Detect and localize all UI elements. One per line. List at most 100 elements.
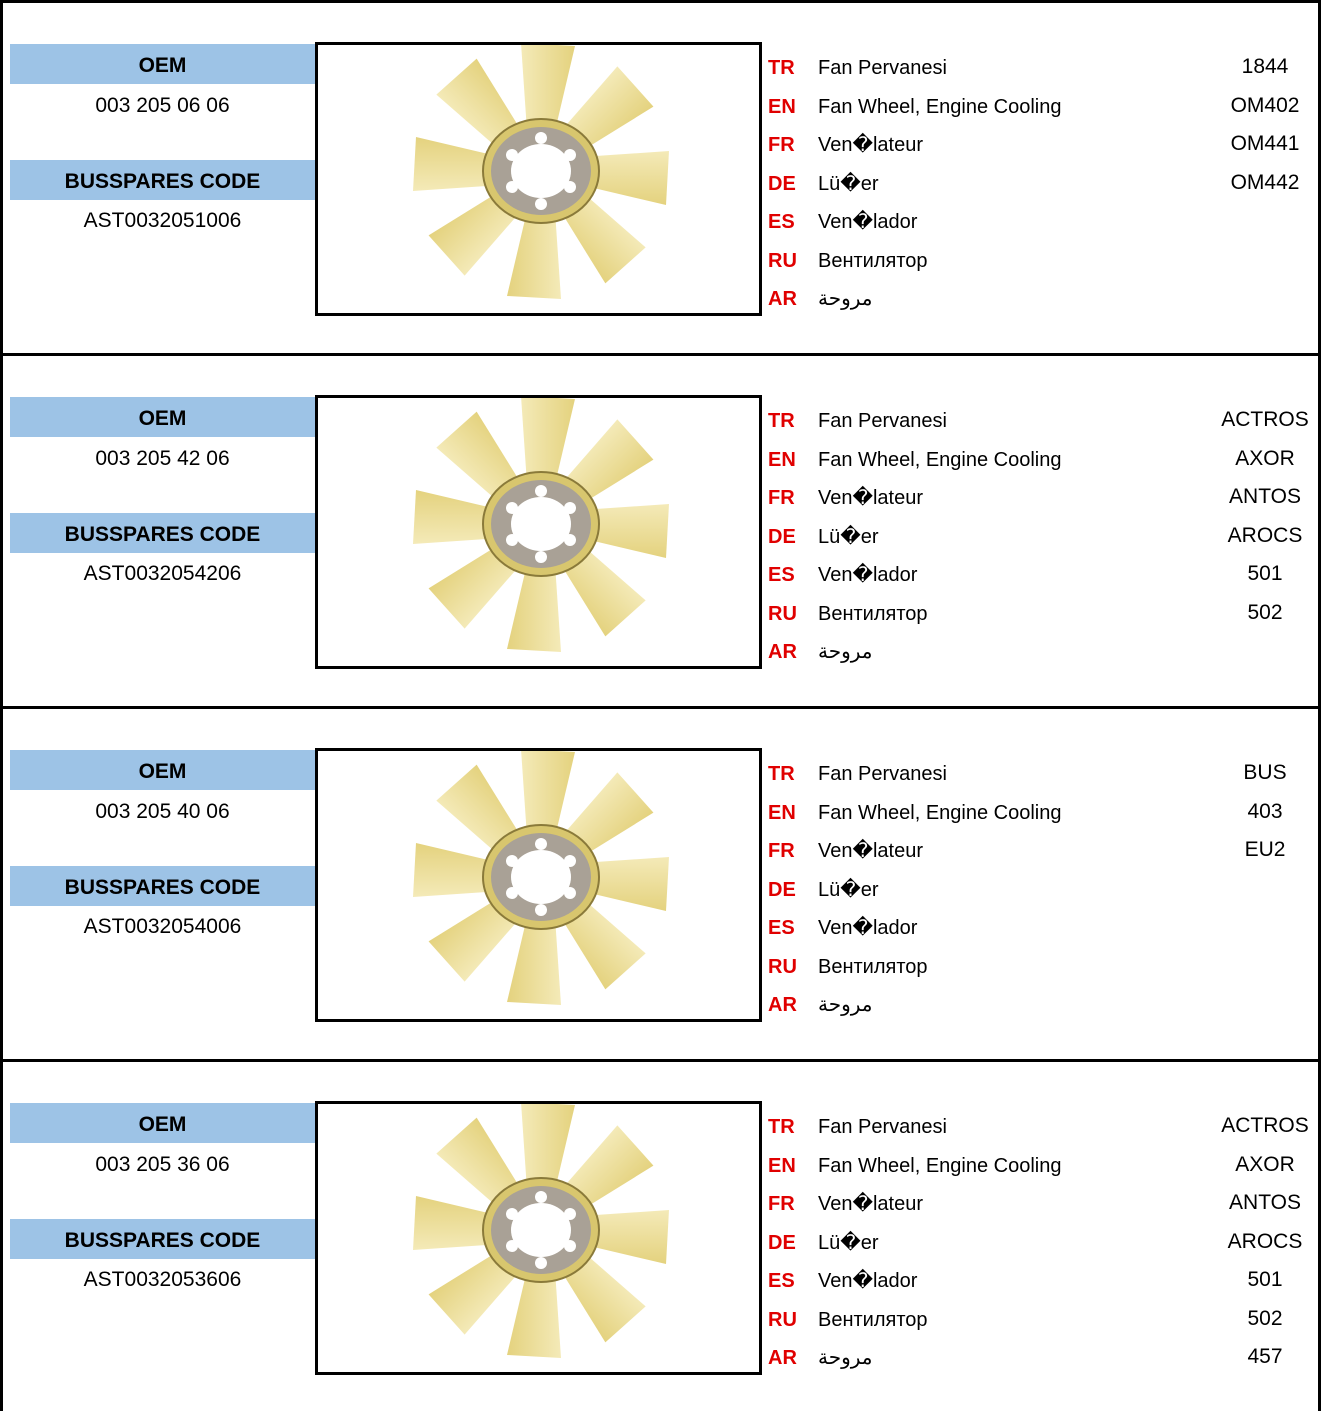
oem-number: 003 205 36 06 xyxy=(95,1153,230,1176)
model: OM441 xyxy=(1230,132,1300,155)
language-code: AR xyxy=(768,288,797,310)
label-bar xyxy=(10,750,315,790)
model: 457 xyxy=(1247,1345,1283,1368)
model: ACTROS xyxy=(1221,1114,1309,1137)
separator xyxy=(0,1059,1321,1062)
language-code: ES xyxy=(768,1270,795,1292)
language-code: RU xyxy=(768,955,797,978)
label-bar xyxy=(10,44,315,84)
model: ANTOS xyxy=(1229,485,1301,508)
language-code: DE xyxy=(768,878,796,901)
label-bar xyxy=(10,513,315,553)
oem-label: OEM xyxy=(138,54,187,77)
code-number: AST0032051006 xyxy=(83,209,242,232)
language-code: FR xyxy=(768,134,795,156)
oem-number: 003 205 40 06 xyxy=(95,800,230,823)
code-label: BUSSPARES CODE xyxy=(64,876,261,899)
product-image xyxy=(315,748,762,1022)
model: 502 xyxy=(1247,600,1283,624)
language-code: EN xyxy=(768,801,796,824)
language-name: Fan Wheel, Engine Cooling xyxy=(818,1154,1062,1177)
model: BUS xyxy=(1243,761,1287,784)
language-code: RU xyxy=(768,249,797,272)
language-name: Fan Pervanesi xyxy=(818,410,947,432)
fan-image xyxy=(412,42,670,300)
language-name: Вентилятор xyxy=(818,1308,928,1331)
language-name: مروحة xyxy=(818,641,873,663)
language-name: Ven�lateur xyxy=(818,840,924,862)
separator xyxy=(0,706,1321,709)
label-bar xyxy=(10,397,315,437)
language-name: Ven�lador xyxy=(818,564,918,586)
model: ANTOS xyxy=(1229,1191,1301,1214)
separator xyxy=(0,353,1321,356)
fan-image xyxy=(412,1101,670,1359)
language-name: Fan Pervanesi xyxy=(818,57,947,79)
product-image xyxy=(315,1101,762,1375)
language-name: Ven�lador xyxy=(818,211,918,233)
language-code: TR xyxy=(768,57,795,79)
model: OM402 xyxy=(1230,93,1300,117)
language-code: AR xyxy=(768,994,797,1016)
language-name: Ven�lateur xyxy=(818,487,924,509)
language-code: FR xyxy=(768,1193,795,1215)
language-name: Fan Wheel, Engine Cooling xyxy=(818,95,1062,118)
code-number: AST0032054206 xyxy=(83,562,242,585)
language-name: Fan Wheel, Engine Cooling xyxy=(818,448,1062,471)
code-number: AST0032053606 xyxy=(83,1268,242,1291)
language-code: RU xyxy=(768,602,797,625)
language-code: FR xyxy=(768,487,795,509)
language-code: TR xyxy=(768,1116,795,1138)
language-name: Ven�lador xyxy=(818,917,918,939)
language-code: EN xyxy=(768,1154,796,1177)
label-bar xyxy=(10,1103,315,1143)
language-name: Fan Wheel, Engine Cooling xyxy=(818,801,1062,824)
model: ACTROS xyxy=(1221,408,1309,431)
oem-label: OEM xyxy=(138,760,187,783)
language-code: TR xyxy=(768,763,795,785)
label-bar xyxy=(10,1219,315,1259)
language-name: Fan Pervanesi xyxy=(818,763,947,785)
language-name: Lü�er xyxy=(818,172,879,195)
language-code: AR xyxy=(768,641,797,663)
model: 1844 xyxy=(1241,55,1289,78)
code-label: BUSSPARES CODE xyxy=(64,523,261,546)
product-image xyxy=(315,395,762,669)
language-code: AR xyxy=(768,1347,797,1369)
language-name: Fan Pervanesi xyxy=(818,1116,947,1138)
code-label: BUSSPARES CODE xyxy=(64,1229,261,1252)
language-name: Ven�lateur xyxy=(818,134,924,156)
model: AXOR xyxy=(1235,446,1295,470)
language-code: FR xyxy=(768,840,795,862)
oem-number: 003 205 06 06 xyxy=(95,94,230,117)
language-name: مروحة xyxy=(818,1347,873,1369)
language-name: مروحة xyxy=(818,994,873,1016)
oem-number: 003 205 42 06 xyxy=(95,447,230,470)
model: 501 xyxy=(1247,562,1283,585)
language-code: DE xyxy=(768,525,796,548)
oem-label: OEM xyxy=(138,1113,187,1136)
language-name: Ven�lador xyxy=(818,1270,918,1292)
language-name: Ven�lateur xyxy=(818,1193,924,1215)
model: OM442 xyxy=(1230,170,1300,194)
fan-image xyxy=(412,748,670,1006)
model: AROCS xyxy=(1227,1229,1303,1253)
model: AROCS xyxy=(1227,523,1303,547)
language-name: Lü�er xyxy=(818,1231,879,1254)
model: AXOR xyxy=(1235,1152,1295,1176)
language-code: ES xyxy=(768,564,795,586)
model: 501 xyxy=(1247,1268,1283,1291)
model: 502 xyxy=(1247,1306,1283,1330)
language-code: EN xyxy=(768,95,796,118)
model: 403 xyxy=(1247,799,1283,823)
language-code: TR xyxy=(768,410,795,432)
language-code: ES xyxy=(768,917,795,939)
language-name: مروحة xyxy=(818,288,873,310)
language-code: EN xyxy=(768,448,796,471)
label-bar xyxy=(10,160,315,200)
model: EU2 xyxy=(1244,838,1286,861)
label-bar xyxy=(10,866,315,906)
language-name: Вентилятор xyxy=(818,249,928,272)
